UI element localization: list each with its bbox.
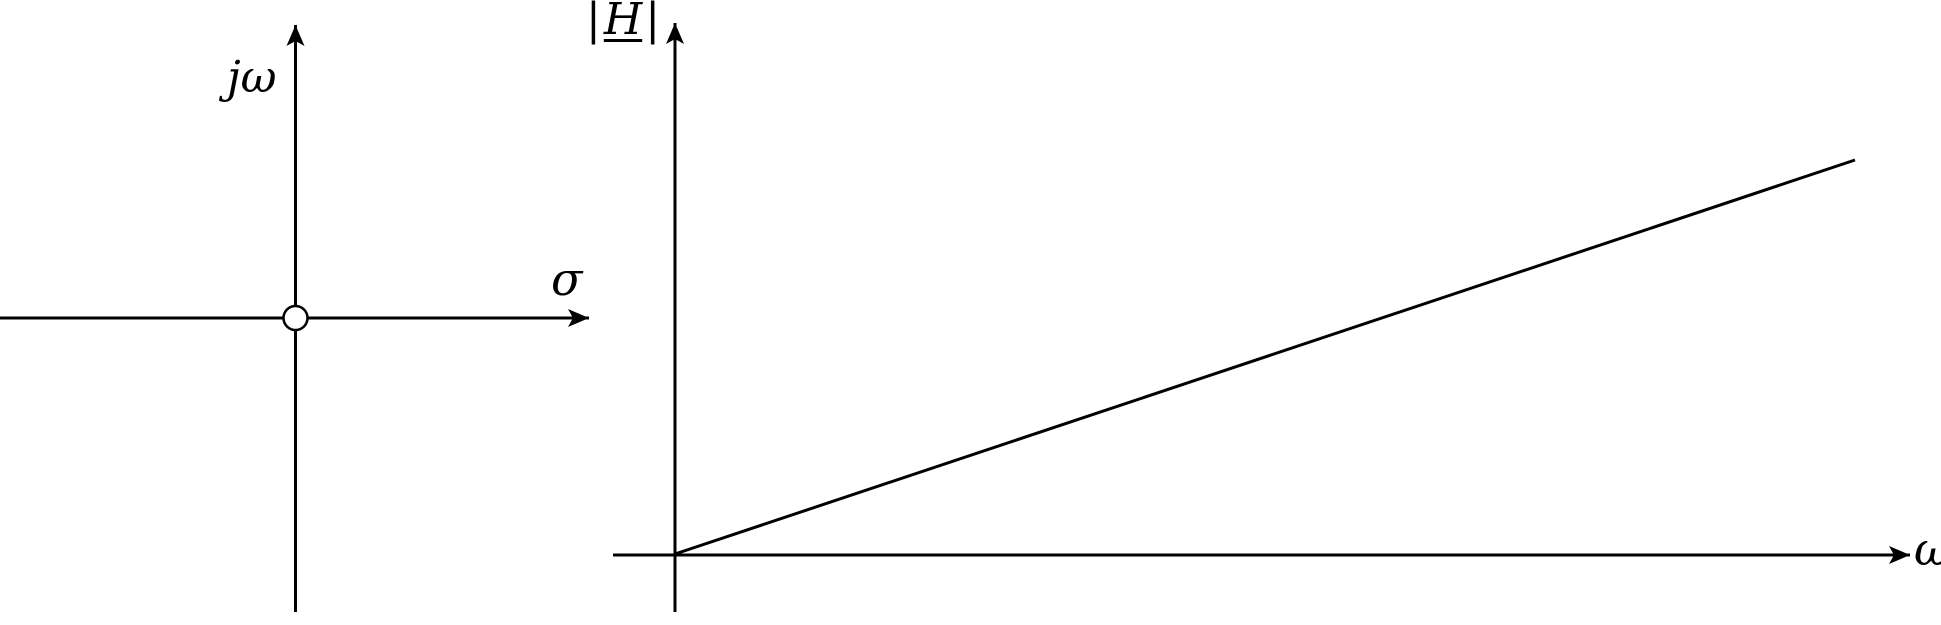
magnitude-response-line (674, 158, 1856, 556)
zero-marker-icon (282, 304, 309, 332)
s-plane-diagram (0, 25, 589, 612)
abs-bar-right: | (645, 0, 661, 45)
h-symbol-underlined: H (603, 0, 643, 45)
sigma-axis-label: σ (551, 252, 583, 306)
magnitude-axis-label: |H| (586, 0, 660, 42)
jomega-axis-label: jω (227, 52, 277, 103)
abs-bar-left: | (586, 0, 601, 45)
omega-axis-label: ω (1914, 526, 1941, 572)
magnitude-plot (613, 23, 1910, 612)
